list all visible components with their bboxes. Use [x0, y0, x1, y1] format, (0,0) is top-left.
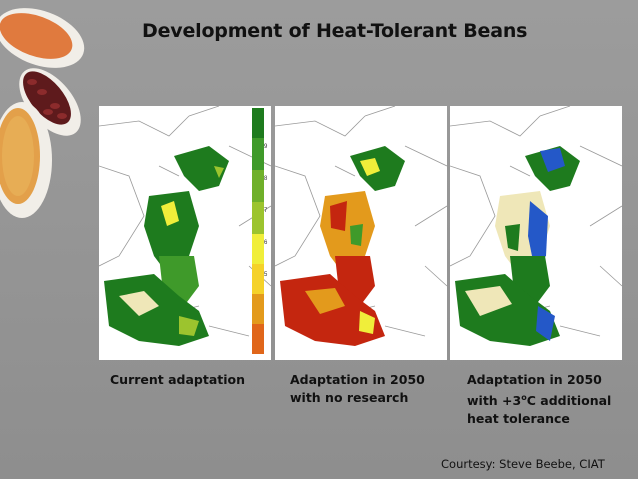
caption-line: Adaptation in 2050: [290, 372, 425, 387]
caption-line: with +3oC additional: [467, 389, 611, 410]
degree-symbol: o: [521, 393, 527, 402]
colorbar-tick: 9: [264, 144, 268, 150]
caption-line: heat tolerance: [467, 411, 570, 427]
colorbar-tick: 8: [264, 176, 268, 182]
colorbar-ticks: 9 8 7 6 5: [264, 108, 274, 354]
caption-2050-no-research: Adaptation in 2050 with no research: [290, 371, 425, 407]
caption-2050-heat-tolerance: Adaptation in 2050 with +3oC additional …: [467, 371, 611, 428]
caption-line: with no research: [290, 390, 409, 405]
caption-text: C additional: [526, 393, 612, 409]
caption-text: with +3: [467, 393, 522, 409]
caption-line: Adaptation in 2050: [467, 372, 602, 387]
bean-spoons-image: [0, 8, 85, 218]
caption-current-adaptation: Current adaptation: [110, 372, 246, 387]
map-2050-no-research: [275, 106, 447, 360]
colorbar-tick: 7: [264, 208, 268, 214]
colorbar-tick: 6: [264, 240, 268, 246]
map-current-adaptation: [99, 106, 271, 360]
colorbar: [252, 108, 264, 354]
slide-title: Development of Heat-Tolerant Beans: [142, 20, 528, 42]
map-2050-heat-tolerance: [450, 106, 622, 360]
credit-text: Courtesy: Steve Beebe, CIAT: [441, 457, 605, 471]
colorbar-tick: 5: [264, 272, 268, 278]
